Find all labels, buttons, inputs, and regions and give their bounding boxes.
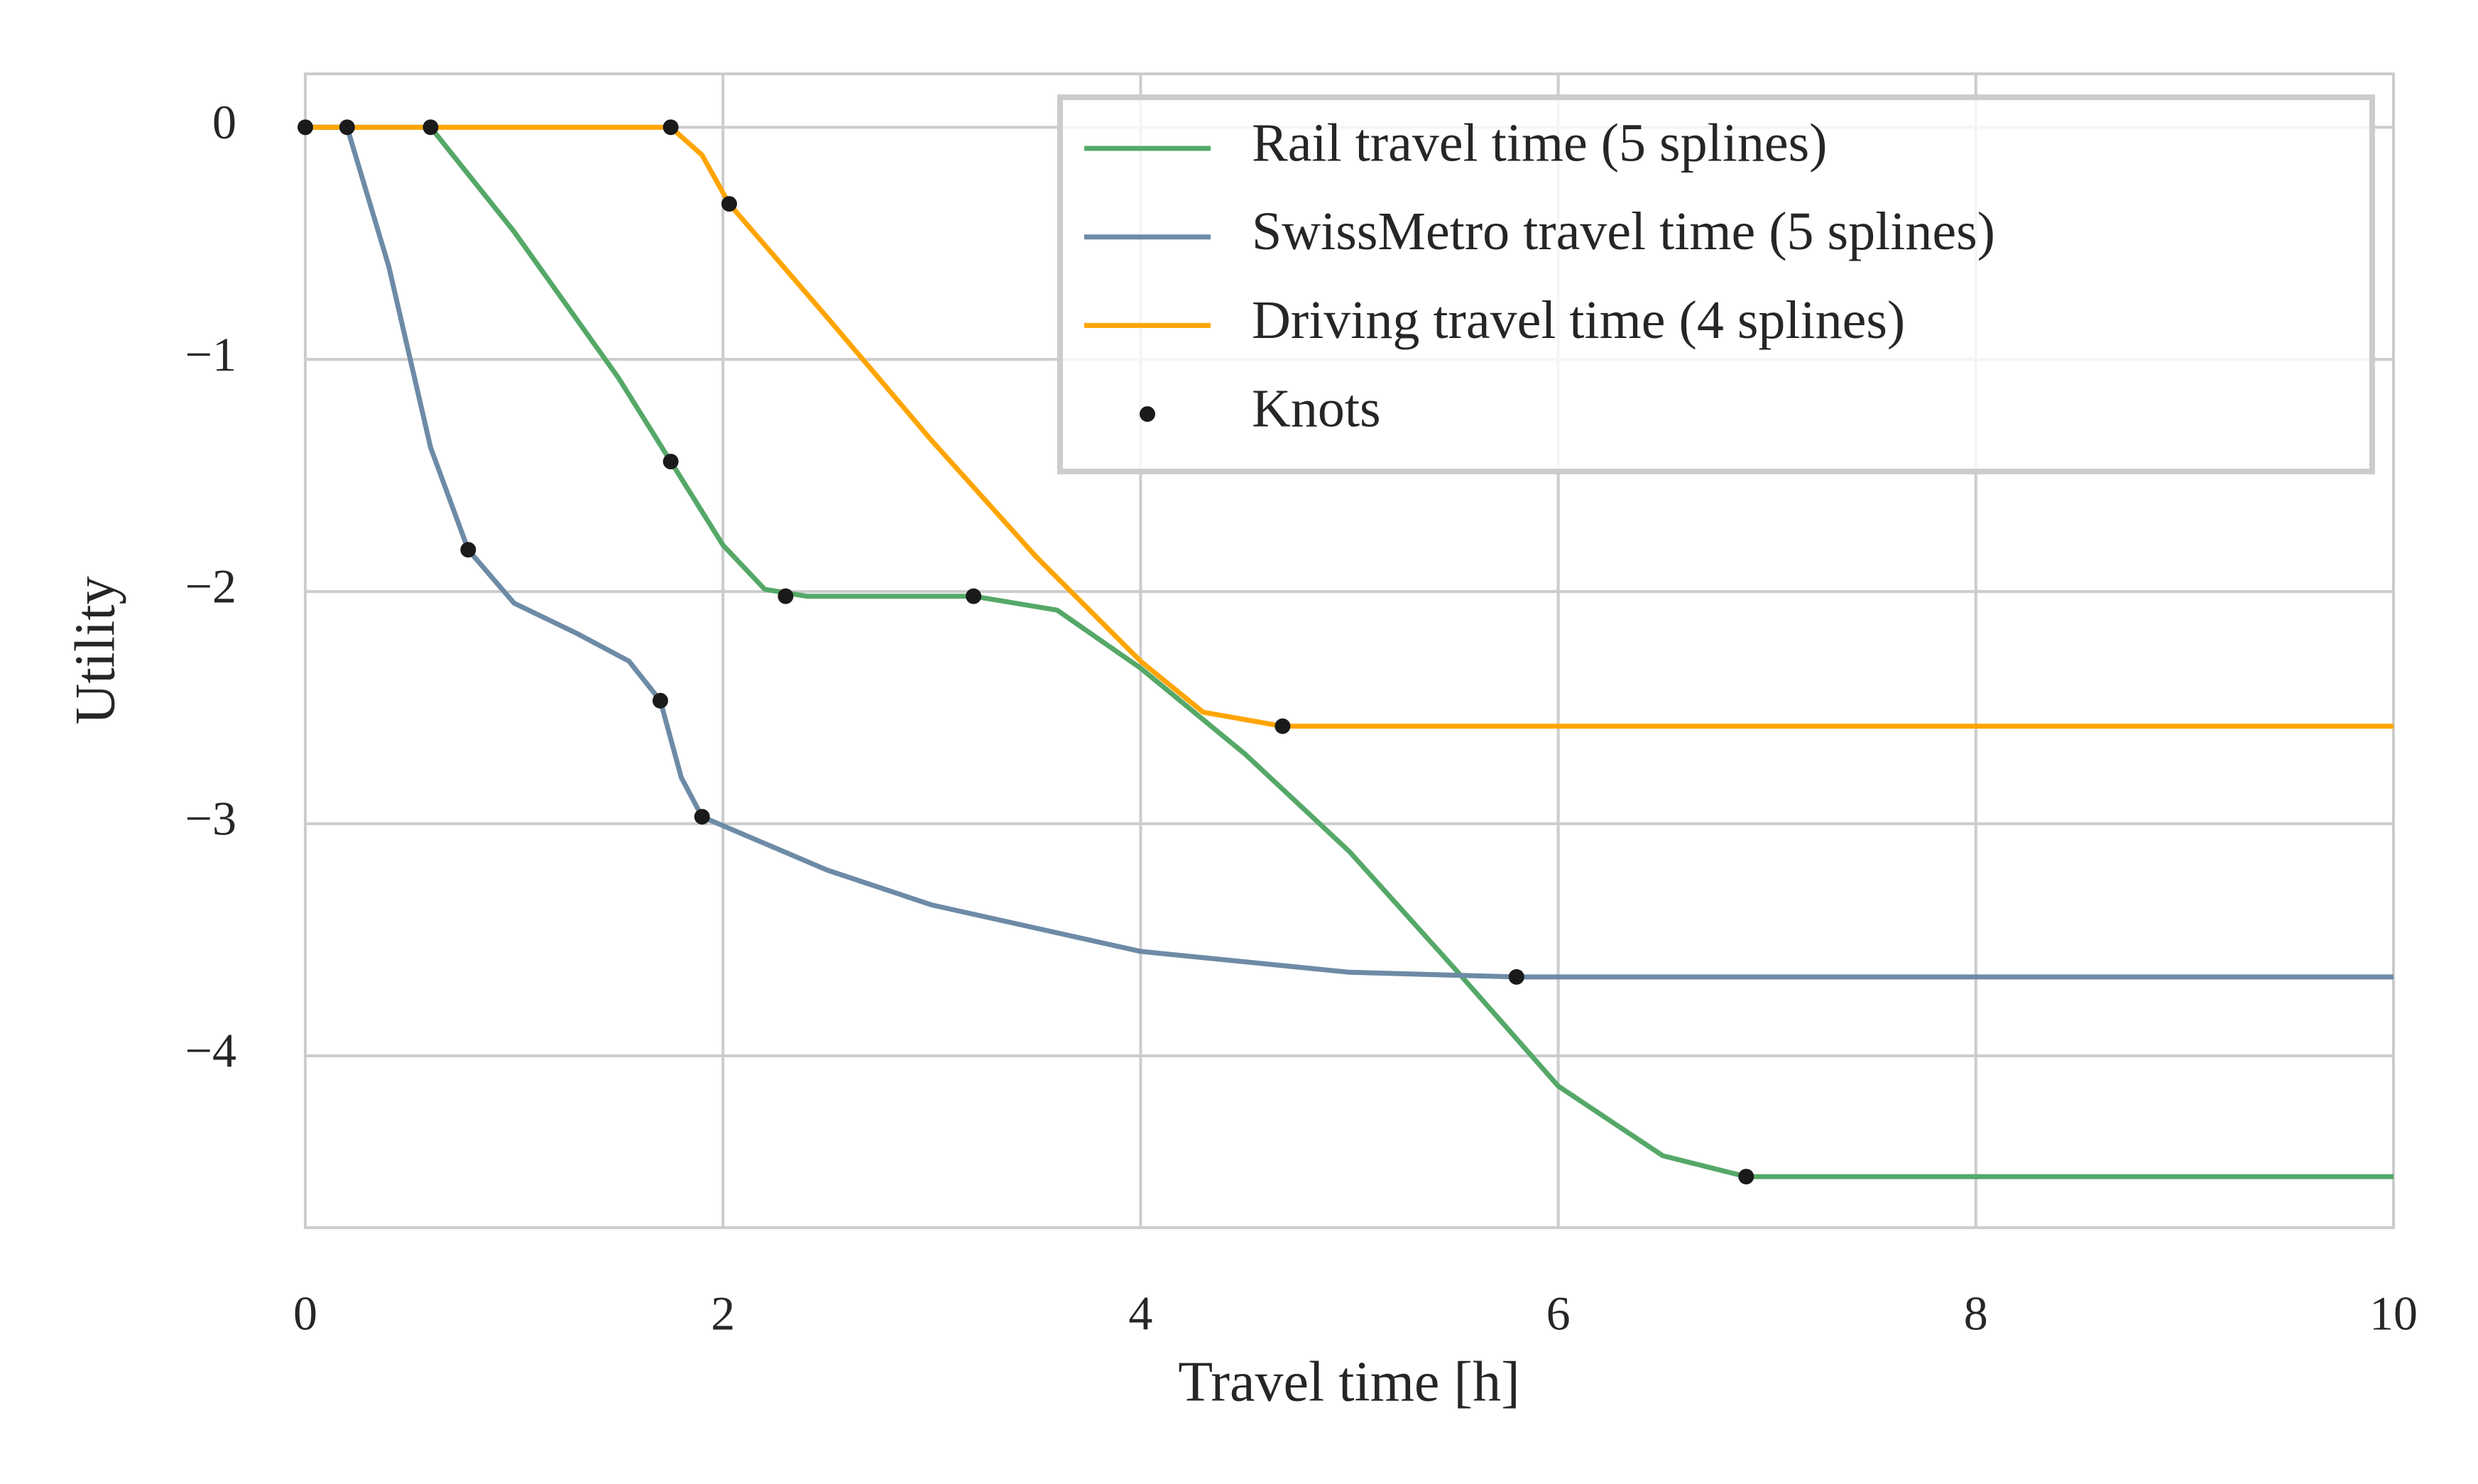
x-tick-label: 6 [1546,1287,1571,1341]
knot-point [694,809,710,825]
legend-label: SwissMetro travel time (5 splines) [1252,202,1995,261]
plot-area [298,119,2394,1185]
knot-point [460,542,476,558]
knot-point [777,588,794,604]
legend-marker [1140,406,1155,422]
knot-point [966,588,982,604]
x-tick-label: 0 [293,1287,317,1341]
x-tick-label: 4 [1128,1287,1152,1341]
y-tick-label: −3 [185,792,236,846]
x-tick-label: 2 [711,1287,735,1341]
legend-box [1057,94,2375,474]
knot-point [652,692,668,709]
knot-point [1275,718,1291,734]
legend: Rail travel time (5 splines) SwissMetro t… [1057,94,2375,474]
knot-point [339,119,355,136]
knot-point [1508,969,1524,985]
series-line [305,124,2394,729]
knot-point [298,119,313,136]
legend-label: Knots [1252,379,1381,439]
x-tick-label: 8 [1964,1287,1988,1341]
y-tick-label: −2 [185,560,236,613]
legend-label: Driving travel time (4 splines) [1252,290,1905,350]
y-tick-label: −4 [185,1024,236,1078]
y-axis-label: Utility [64,577,126,725]
knot-point [1738,1169,1754,1185]
legend-label: Rail travel time (5 splines) [1252,113,1827,173]
y-tick-label: 0 [212,95,236,149]
knot-point [422,119,439,136]
x-axis-label: Travel time [h] [1178,1351,1519,1413]
knot-point [662,454,679,470]
y-tick-label: −1 [185,327,236,381]
knot-point [721,196,738,212]
plot-frame [304,72,2395,1229]
knot-point [662,119,679,136]
x-tick-label: 10 [2369,1287,2418,1341]
series-line [305,124,2394,1179]
